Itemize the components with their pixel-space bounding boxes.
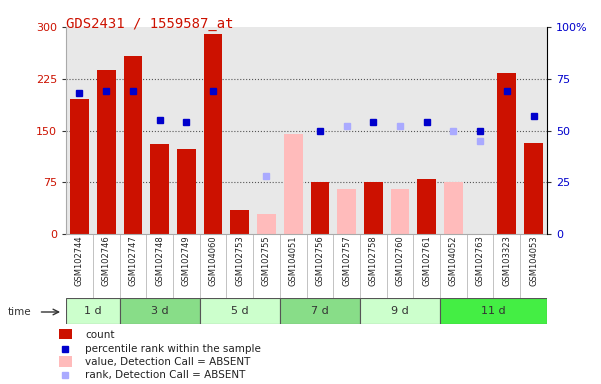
Text: 9 d: 9 d	[391, 306, 409, 316]
Text: GSM102749: GSM102749	[182, 235, 191, 286]
Text: GSM102760: GSM102760	[395, 235, 404, 286]
Bar	[59, 329, 72, 339]
Bar	[59, 356, 72, 367]
Bar	[391, 189, 409, 234]
Text: 7 d: 7 d	[311, 306, 329, 316]
Text: GSM102755: GSM102755	[262, 235, 271, 286]
Bar	[498, 73, 516, 234]
Bar	[280, 298, 360, 324]
Text: value, Detection Call = ABSENT: value, Detection Call = ABSENT	[85, 357, 251, 367]
Bar	[444, 182, 463, 234]
Text: GSM102761: GSM102761	[423, 235, 431, 286]
Text: GSM102763: GSM102763	[475, 235, 484, 286]
Text: rank, Detection Call = ABSENT: rank, Detection Call = ABSENT	[85, 371, 245, 381]
Text: GSM102744: GSM102744	[75, 235, 84, 286]
Text: GSM104052: GSM104052	[449, 235, 458, 286]
Text: GSM102747: GSM102747	[129, 235, 138, 286]
Text: GSM102757: GSM102757	[342, 235, 351, 286]
Bar	[70, 99, 89, 234]
Text: GSM103323: GSM103323	[502, 235, 511, 286]
Text: GSM104051: GSM104051	[288, 235, 297, 286]
Text: 3 d: 3 d	[151, 306, 168, 316]
Bar	[124, 56, 142, 234]
Bar	[257, 214, 276, 234]
Bar	[440, 298, 547, 324]
Bar	[97, 70, 115, 234]
Bar	[230, 210, 249, 234]
Bar	[204, 34, 222, 234]
Bar	[150, 144, 169, 234]
Text: GSM104060: GSM104060	[209, 235, 218, 286]
Text: percentile rank within the sample: percentile rank within the sample	[85, 344, 261, 354]
Text: count: count	[85, 329, 115, 339]
Text: GSM102748: GSM102748	[155, 235, 164, 286]
Text: 1 d: 1 d	[84, 306, 102, 316]
Bar	[337, 189, 356, 234]
Text: GDS2431 / 1559587_at: GDS2431 / 1559587_at	[66, 17, 234, 31]
Bar	[200, 298, 280, 324]
Bar	[66, 298, 120, 324]
Text: 5 d: 5 d	[231, 306, 249, 316]
Bar	[364, 182, 383, 234]
Text: GSM102753: GSM102753	[235, 235, 244, 286]
Text: GSM102756: GSM102756	[316, 235, 325, 286]
Bar	[177, 149, 196, 234]
Bar	[311, 182, 329, 234]
Bar	[360, 298, 440, 324]
Bar	[120, 298, 200, 324]
Text: GSM102758: GSM102758	[369, 235, 378, 286]
Bar	[524, 143, 543, 234]
Text: 11 d: 11 d	[481, 306, 506, 316]
Text: time: time	[8, 307, 31, 317]
Text: GSM102746: GSM102746	[102, 235, 111, 286]
Text: GSM104053: GSM104053	[529, 235, 538, 286]
Bar	[417, 179, 436, 234]
Bar	[284, 134, 302, 234]
